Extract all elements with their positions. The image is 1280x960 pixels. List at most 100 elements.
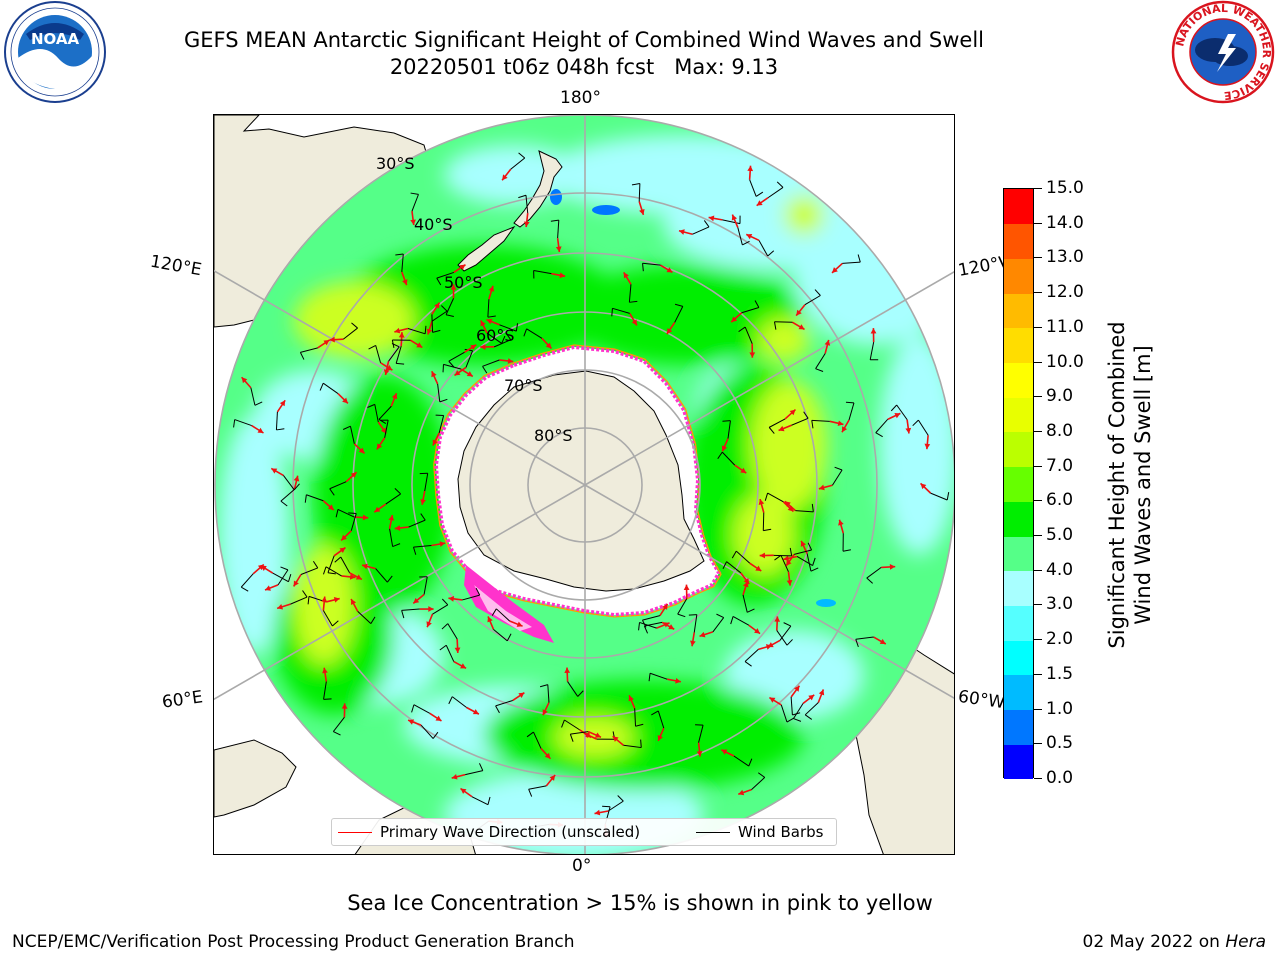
wind-barb bbox=[462, 587, 481, 601]
sea-ice-note: Sea Ice Concentration > 15% is shown in … bbox=[347, 891, 933, 915]
wind-barb bbox=[367, 403, 379, 423]
wave-direction-arrow bbox=[322, 667, 328, 682]
colorbar-segment bbox=[1004, 536, 1033, 572]
wind-barb bbox=[437, 383, 448, 403]
wave-direction-arrow bbox=[341, 573, 356, 580]
lon-label-60w: 60°W bbox=[956, 686, 1007, 714]
colorbar-tick-label: 15.0 bbox=[1046, 178, 1084, 198]
wave-direction-arrow bbox=[394, 525, 409, 531]
wind-barb bbox=[795, 503, 814, 513]
wind-barb bbox=[628, 284, 638, 303]
colorbar-tick bbox=[1034, 465, 1042, 467]
colorbar-segment bbox=[1004, 605, 1033, 641]
wave-direction-arrow bbox=[824, 339, 831, 354]
wind-barb bbox=[758, 240, 775, 257]
wave-direction-arrow bbox=[551, 272, 566, 279]
wind-barb bbox=[768, 418, 786, 434]
wind-barb bbox=[411, 704, 430, 714]
wave-direction-arrow bbox=[454, 638, 461, 653]
wind-barb bbox=[793, 703, 804, 722]
wave-direction-arrow bbox=[453, 660, 467, 670]
colorbar-tick-label: 14.0 bbox=[1046, 212, 1084, 233]
colorbar-segment bbox=[1004, 189, 1033, 225]
wave-direction-arrow bbox=[409, 339, 423, 349]
wave-direction-arrow bbox=[453, 264, 466, 274]
wind-barb bbox=[742, 594, 755, 613]
wind-barb bbox=[764, 492, 784, 503]
legend-item-wind-barbs: Wind Barbs bbox=[696, 823, 823, 841]
wave-direction-arrow bbox=[756, 196, 769, 207]
wind-barb bbox=[890, 404, 908, 420]
wind-barb bbox=[730, 616, 750, 626]
colorbar-tick-label: 11.0 bbox=[1046, 316, 1084, 337]
wind-barb bbox=[327, 555, 336, 575]
wave-direction-arrow bbox=[699, 631, 714, 638]
new-zealand-land bbox=[457, 150, 563, 272]
wind-barb bbox=[866, 566, 882, 584]
colorbar-title-line2: Wind Waves and Swell [m] bbox=[1131, 345, 1155, 625]
wind-barb bbox=[794, 542, 813, 555]
wind-barb bbox=[334, 556, 350, 574]
colorbar bbox=[1003, 188, 1034, 780]
wind-barb bbox=[408, 513, 426, 528]
wave-direction-arrow bbox=[881, 564, 896, 570]
lat-label-50s: 50°S bbox=[444, 273, 483, 292]
colorbar-tick bbox=[1034, 569, 1042, 571]
wave-direction-arrow bbox=[350, 598, 359, 612]
wind-barb bbox=[731, 550, 751, 564]
wave-direction-arrow bbox=[345, 471, 358, 483]
wind-barb bbox=[319, 382, 339, 394]
wave-direction-arrow bbox=[748, 624, 761, 635]
wave-direction-arrow bbox=[708, 215, 723, 222]
wind-barb bbox=[431, 314, 441, 333]
colorbar-segment bbox=[1004, 397, 1033, 433]
legend-label-primary-wave: Primary Wave Direction (unscaled) bbox=[380, 823, 641, 841]
wind-barb bbox=[380, 419, 389, 438]
wind-barb bbox=[436, 271, 454, 286]
wind-barb bbox=[299, 347, 318, 360]
wind-barb bbox=[401, 608, 420, 619]
wind-barb bbox=[528, 785, 547, 797]
noaa-logo-text: NOAA bbox=[31, 30, 80, 48]
wave-direction-arrow bbox=[790, 685, 801, 698]
wind-barb bbox=[486, 332, 506, 344]
colorbar-tick bbox=[1034, 257, 1042, 259]
wave-direction-arrow bbox=[696, 742, 703, 757]
wave-direction-arrow bbox=[401, 271, 408, 286]
wave-direction-arrow bbox=[774, 616, 781, 631]
wind-barb bbox=[776, 630, 793, 646]
latitude-labels: 30°S 40°S 50°S 60°S 70°S 80°S bbox=[376, 154, 573, 445]
wave-direction-arrow bbox=[429, 712, 442, 722]
wind-barb bbox=[790, 696, 801, 716]
wave-direction-arrow bbox=[501, 168, 512, 181]
wave-direction-arrow bbox=[759, 552, 774, 559]
wind-barb bbox=[482, 359, 500, 374]
wind-barb bbox=[722, 561, 742, 574]
wind-barb bbox=[348, 512, 357, 531]
wind-barb bbox=[471, 796, 491, 806]
wind-barb bbox=[717, 451, 736, 466]
wind-barb bbox=[442, 363, 461, 373]
lat-label-70s: 70°S bbox=[504, 376, 543, 395]
wave-direction-arrow bbox=[730, 312, 743, 323]
footer-credit: NCEP/EMC/Verification Post Processing Pr… bbox=[12, 932, 575, 952]
wave-direction-arrow bbox=[420, 490, 426, 505]
wave-and-wind-vectors bbox=[233, 152, 950, 839]
colorbar-tick bbox=[1034, 222, 1042, 224]
wind-barb bbox=[410, 192, 419, 212]
footer-date: 02 May 2022 on Hera bbox=[1083, 932, 1267, 952]
wave-direction-arrow bbox=[905, 419, 912, 434]
wave-direction-arrow bbox=[390, 392, 398, 407]
wind-barb bbox=[722, 215, 741, 225]
wave-direction-arrow bbox=[767, 639, 781, 648]
wave-direction-arrow bbox=[426, 613, 434, 628]
wave-direction-arrow bbox=[448, 596, 463, 602]
polar-map[interactable]: 30°S 40°S 50°S 60°S 70°S 80°S bbox=[213, 114, 955, 855]
wave-direction-arrow bbox=[747, 165, 754, 180]
wind-barb bbox=[332, 717, 345, 736]
lon-label-60e: 60°E bbox=[160, 687, 205, 713]
wind-barb bbox=[283, 475, 300, 491]
lon-label-180: 180° bbox=[560, 88, 601, 108]
wave-direction-arrow bbox=[778, 424, 792, 432]
wind-barb bbox=[642, 615, 661, 628]
